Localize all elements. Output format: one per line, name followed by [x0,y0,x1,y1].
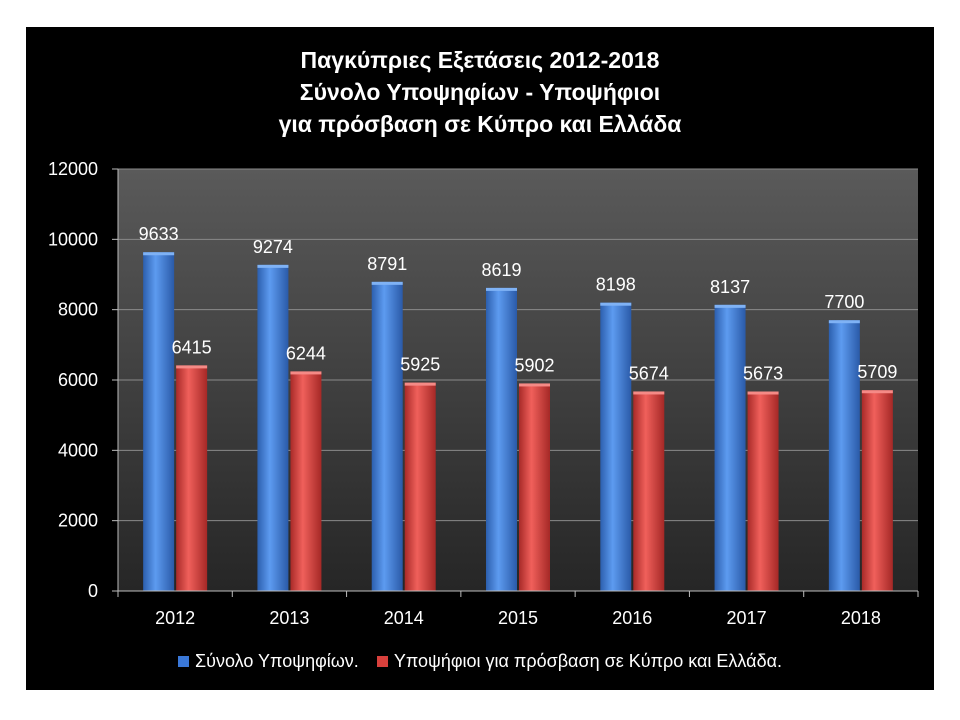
legend-swatch-series-1 [178,656,189,667]
bar-top-highlight [861,390,893,394]
data-label-series-2: 5902 [514,355,554,375]
data-label-series-2: 6244 [286,343,326,363]
chart-title-line-1: Παγκύπριες Εξετάσεις 2012-2018 [300,47,660,73]
bar-series-2 [633,391,665,591]
bar-top-highlight [176,365,208,369]
bar-top-highlight [371,281,403,285]
chart-frame: Παγκύπριες Εξετάσεις 2012-2018 Σύνολο Υπ… [26,27,934,690]
x-tick-label: 2012 [155,608,195,628]
data-label-series-2: 5673 [743,363,783,383]
x-tick-label: 2018 [841,608,881,628]
data-label-series-1: 9633 [139,224,179,244]
legend-label-series-2: Υποψήφιοι για πρόσβαση σε Κύπρο και Ελλά… [393,651,782,671]
chart-title: Παγκύπριες Εξετάσεις 2012-2018 Σύνολο Υπ… [26,44,934,140]
data-label-series-2: 5674 [629,363,669,383]
bar-series-1 [600,302,632,591]
bar-series-1 [486,287,517,591]
bar-top-highlight [714,304,746,308]
x-tick-label: 2016 [612,608,652,628]
bar-top-highlight [143,252,175,256]
x-tick-label: 2017 [727,608,767,628]
data-label-series-1: 8619 [481,260,521,280]
data-label-series-1: 9274 [253,237,293,257]
data-label-series-1: 8791 [367,254,407,274]
bar-top-highlight [747,391,779,395]
data-label-series-2: 6415 [172,337,212,357]
bar-series-1 [828,320,860,591]
chart-legend: Σύνολο Υποψηφίων. Υποψήφιοι για πρόσβαση… [26,651,934,672]
x-tick-label: 2015 [498,608,538,628]
data-label-series-1: 8198 [596,275,636,295]
legend-item-series-2: Υποψήφιοι για πρόσβαση σε Κύπρο και Ελλά… [376,651,782,672]
legend-item-series-1: Σύνολο Υποψηφίων. [178,651,359,672]
chart-title-line-3: για πρόσβαση σε Κύπρο και Ελλάδα [278,111,682,137]
bar-series-2 [290,371,322,591]
bar-chart: 0 2000 4000 6000 8000 10000 12000 2012 9633 6415 2… [48,159,919,628]
data-label-series-2: 5925 [400,355,440,375]
bar-top-highlight [633,391,665,395]
bar-series-2 [404,382,436,591]
bar-top-highlight [257,264,289,268]
bar-series-2 [519,383,550,591]
bar-series-2 [747,391,779,591]
bar-series-1 [714,304,746,591]
data-label-series-1: 8137 [710,277,750,297]
bar-series-1 [143,252,175,591]
bar-series-2 [861,390,893,591]
y-tick-label: 12000 [48,159,98,179]
x-tick-label: 2013 [269,608,309,628]
data-label-series-2: 5709 [857,362,897,382]
x-tick-label: 2014 [384,608,424,628]
bar-top-highlight [486,287,517,291]
y-tick-label: 6000 [58,370,98,390]
bar-series-1 [257,264,289,591]
bar-top-highlight [290,371,322,375]
data-label-series-1: 7700 [824,292,864,312]
legend-swatch-series-2 [376,656,388,667]
bar-top-highlight [600,302,632,306]
legend-label-series-1: Σύνολο Υποψηφίων. [195,651,359,671]
bar-top-highlight [519,383,550,387]
y-tick-label: 0 [88,581,98,601]
bar-series-2 [176,365,208,591]
bar-top-highlight [404,382,436,386]
y-tick-label: 4000 [58,440,98,460]
y-tick-label: 8000 [58,300,98,320]
bar-top-highlight [828,320,860,324]
bar-series-1 [371,281,403,591]
y-tick-label: 2000 [58,511,98,531]
y-tick-label: 10000 [48,229,98,249]
chart-title-line-2: Σύνολο Υποψηφίων - Υποψήφιοι [299,79,661,105]
